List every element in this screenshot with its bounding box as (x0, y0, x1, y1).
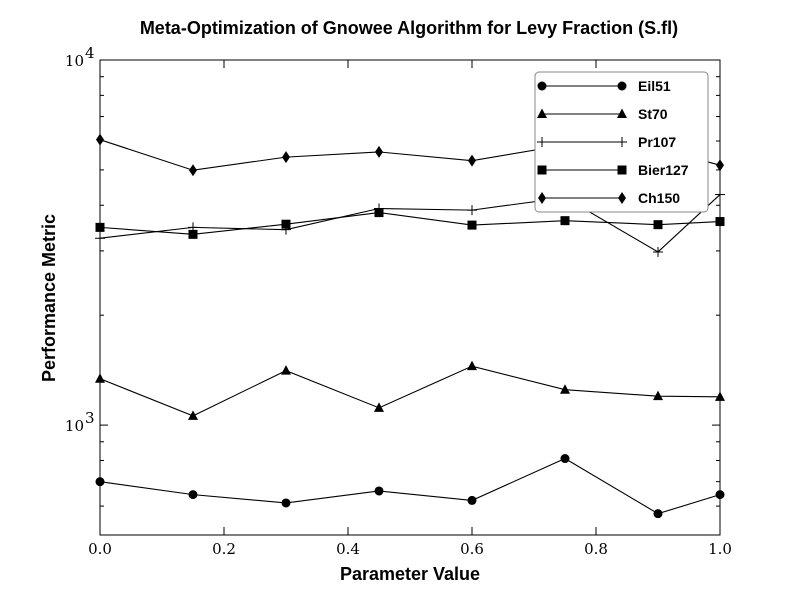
x-tick-label: 0.8 (584, 540, 608, 558)
data-point-eil51 (715, 490, 725, 500)
legend-label: Ch150 (638, 190, 680, 206)
data-point-eil51 (188, 490, 198, 500)
plot-area (99, 59, 721, 536)
series-line-eil51 (99, 457, 721, 515)
legend-entry-ch150: Ch150 (538, 190, 680, 206)
series-bier127 (95, 208, 725, 239)
data-point-bier127 (281, 219, 291, 229)
x-tick-label: 0.4 (336, 540, 360, 558)
data-point-ch150 (468, 154, 476, 167)
x-tick-label: 1.0 (708, 540, 732, 558)
y-tick-label: 10 (65, 52, 84, 70)
legend-label: Bier127 (638, 162, 689, 178)
y-tick-label: 10 (65, 417, 84, 435)
series-eil51 (95, 454, 725, 519)
series-line-st70 (99, 365, 721, 417)
legend-label: Eil51 (638, 78, 671, 94)
data-point-bier127 (188, 229, 198, 239)
data-point-bier127 (467, 220, 477, 230)
legend-marker (617, 137, 627, 147)
legend-marker (538, 192, 546, 204)
legend-entry-st70: St70 (537, 106, 668, 122)
legend-marker (617, 165, 627, 175)
data-point-eil51 (653, 509, 663, 519)
legend-label: St70 (638, 106, 668, 122)
data-point-st70 (281, 365, 291, 375)
y-tick-label-exponent: 4 (85, 44, 95, 62)
data-point-bier127 (374, 208, 384, 218)
series-line-pr107 (99, 194, 721, 253)
legend-marker (617, 108, 627, 118)
legend-label: Pr107 (638, 134, 676, 150)
legend-marker (537, 137, 547, 147)
data-point-ch150 (716, 159, 724, 172)
data-point-pr107 (467, 205, 477, 216)
data-point-bier127 (95, 222, 105, 232)
data-point-st70 (374, 402, 384, 412)
data-point-eil51 (281, 498, 291, 508)
x-axis-label: Parameter Value (340, 564, 480, 584)
axis-ticks (99, 59, 721, 535)
legend-marker (537, 108, 547, 118)
data-point-st70 (715, 391, 725, 401)
legend-marker (618, 192, 626, 204)
data-point-st70 (467, 360, 477, 371)
legend-marker (537, 165, 547, 175)
legend-marker (537, 81, 547, 91)
chart-title: Meta-Optimization of Gnowee Algorithm fo… (140, 18, 678, 38)
data-point-ch150 (189, 164, 197, 177)
data-point-st70 (653, 390, 663, 401)
data-point-pr107 (653, 246, 663, 257)
series-st70 (95, 360, 725, 420)
x-tick-label: 0.0 (88, 540, 112, 558)
legend-marker (617, 81, 627, 91)
data-point-bier127 (715, 217, 725, 227)
data-point-st70 (188, 410, 198, 420)
data-point-ch150 (375, 145, 383, 158)
data-point-bier127 (653, 220, 663, 230)
legend: Eil51 St70 Pr107 Bier127 Ch150 (534, 71, 709, 213)
y-axis-label: Performance Metric (39, 214, 59, 382)
data-point-bier127 (560, 216, 570, 226)
data-point-eil51 (560, 454, 570, 464)
legend-entry-eil51: Eil51 (537, 78, 671, 94)
series-line-bier127 (99, 212, 721, 235)
data-point-eil51 (467, 495, 477, 505)
data-point-eil51 (95, 477, 105, 487)
x-tick-label: 0.6 (460, 540, 484, 558)
x-axis-tick-labels: 0.0 0.2 0.4 0.6 0.8 1.0 (88, 540, 732, 558)
legend-entry-bier127: Bier127 (537, 162, 689, 178)
data-point-st70 (560, 384, 570, 394)
data-point-ch150 (96, 133, 104, 146)
data-point-st70 (95, 373, 105, 383)
data-point-pr107 (95, 233, 105, 244)
x-tick-label: 0.2 (212, 540, 236, 558)
data-point-ch150 (282, 151, 290, 164)
data-point-eil51 (374, 486, 384, 496)
y-tick-label-exponent: 3 (85, 409, 95, 427)
data-point-pr107 (715, 189, 725, 200)
legend-entry-pr107: Pr107 (537, 134, 676, 150)
